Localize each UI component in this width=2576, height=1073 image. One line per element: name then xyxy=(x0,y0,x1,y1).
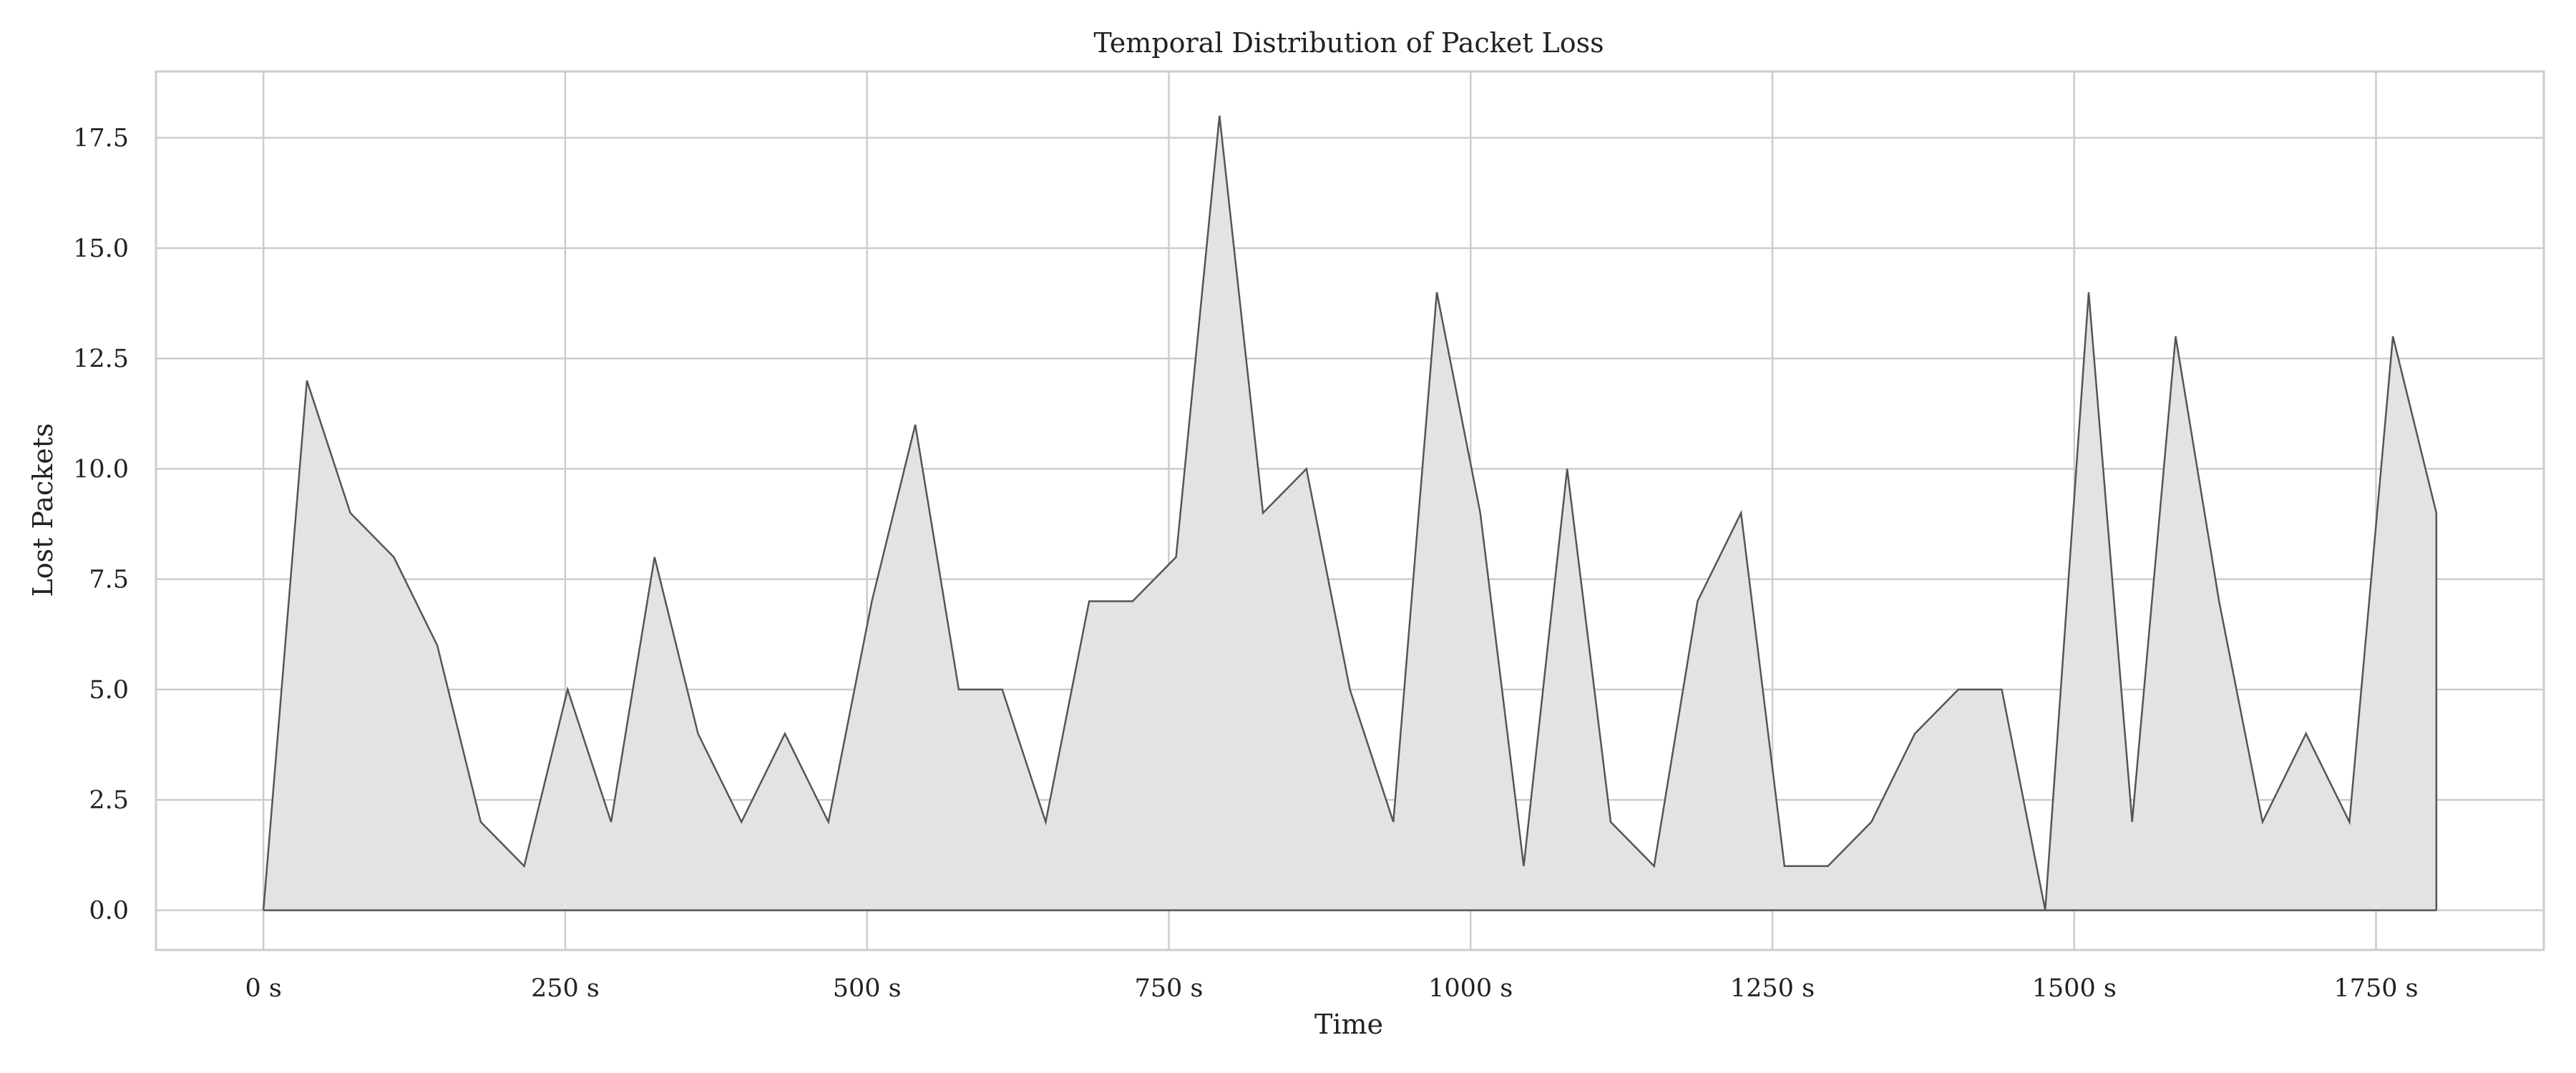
y-tick-label: 0.0 xyxy=(89,896,129,925)
y-tick-label: 12.5 xyxy=(73,345,129,373)
x-tick-label: 1250 s xyxy=(1730,974,1815,1003)
y-tick-label: 2.5 xyxy=(89,786,129,815)
x-tick-label: 1000 s xyxy=(1428,974,1513,1003)
x-tick-label: 500 s xyxy=(833,974,902,1003)
y-tick-label: 7.5 xyxy=(89,566,129,594)
y-tick-label: 10.0 xyxy=(73,455,129,484)
y-axis-label: Lost Packets xyxy=(27,423,59,597)
plot-frame xyxy=(155,70,2545,951)
y-tick-label: 15.0 xyxy=(73,235,129,263)
x-axis-label: Time xyxy=(1314,1009,1383,1040)
chart-title: Temporal Distribution of Packet Loss xyxy=(1093,27,1604,59)
y-tick-label: 5.0 xyxy=(89,676,129,705)
x-tick-label: 0 s xyxy=(245,974,281,1003)
area-fill xyxy=(263,115,2436,911)
data-series xyxy=(262,115,2438,911)
x-tick-label: 250 s xyxy=(531,974,600,1003)
tick-labels: 0 s 250 s 500 s 750 s 1000 s 1250 s 1500 s 1750… xyxy=(73,124,2419,1003)
x-tick-label: 750 s xyxy=(1134,974,1203,1003)
x-tick-label: 1500 s xyxy=(2032,974,2117,1003)
y-tick-label: 17.5 xyxy=(73,124,129,153)
x-tick-label: 1750 s xyxy=(2333,974,2418,1003)
